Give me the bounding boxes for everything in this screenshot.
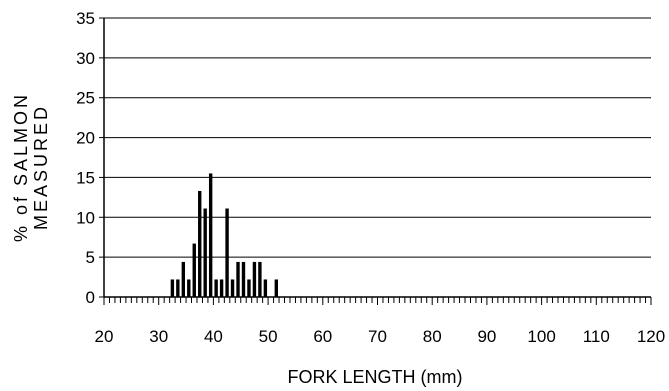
x-tick-label: 100 (527, 327, 555, 346)
x-tick-label: 60 (313, 327, 332, 346)
bar (214, 279, 218, 297)
x-tick-label: 120 (637, 327, 665, 346)
x-tick-label: 30 (149, 327, 168, 346)
bar (258, 261, 262, 297)
bar (274, 279, 278, 297)
y-tick-label: 10 (76, 208, 95, 227)
x-tick-labels: 20 30 40 50 60 70 80 90 100 110 120 (95, 327, 666, 346)
y-tick-label: 30 (76, 49, 95, 68)
bar (198, 190, 202, 297)
bar (170, 279, 175, 297)
y-tick-label: 20 (76, 129, 95, 148)
x-tick-label: 110 (583, 327, 610, 346)
bar (230, 279, 235, 297)
bar (263, 279, 268, 297)
axes (99, 17, 652, 305)
bar (203, 208, 207, 297)
y-axis-title-line-2: MEASURED (31, 104, 51, 230)
x-tick-label: 40 (204, 327, 223, 346)
y-axis-title-line-1: % of SALMON (11, 92, 31, 242)
bars (170, 173, 278, 297)
y-tick-label: 15 (76, 168, 95, 187)
x-tick-label: 50 (259, 327, 278, 346)
y-tick-label: 35 (76, 9, 95, 28)
x-axis-title: FORK LENGTH (mm) (288, 367, 463, 387)
x-tick-label: 80 (423, 327, 442, 346)
bar (241, 261, 246, 297)
x-tick-label: 70 (368, 327, 387, 346)
y-axis-title: % of SALMON MEASURED (11, 92, 51, 242)
x-tick-label: 90 (477, 327, 496, 346)
bar (247, 279, 251, 297)
bar (187, 279, 191, 297)
gridlines (104, 17, 651, 258)
bar (219, 279, 224, 297)
y-tick-labels: 0 5 10 15 20 25 30 35 (76, 9, 95, 307)
y-tick-label: 5 (86, 248, 95, 267)
y-tick-label: 0 (86, 288, 95, 307)
bar (252, 261, 257, 297)
y-tick-label: 25 (76, 89, 95, 108)
bar (225, 208, 229, 297)
bar (208, 173, 213, 297)
bar (192, 243, 196, 297)
bar (181, 261, 186, 297)
x-tick-label: 20 (95, 327, 114, 346)
bar (176, 279, 180, 297)
bar (236, 261, 240, 297)
